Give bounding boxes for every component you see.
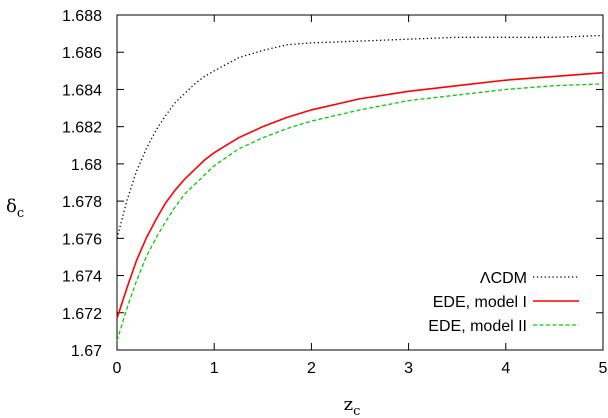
x-axis-label-sub: c bbox=[353, 404, 360, 418]
y-axis-label: δc bbox=[6, 196, 24, 221]
legend-label-lcdm: ΛCDM bbox=[480, 270, 527, 287]
y-tick-label: 1.676 bbox=[62, 231, 102, 248]
y-tick-label: 1.672 bbox=[62, 306, 102, 323]
x-tick-label: 4 bbox=[501, 360, 510, 377]
plot-area bbox=[116, 14, 604, 351]
x-tick-label: 2 bbox=[307, 360, 316, 377]
y-tick-label: 1.68 bbox=[71, 157, 102, 174]
y-tick-label: 1.684 bbox=[62, 82, 102, 99]
y-tick-label: 1.678 bbox=[62, 194, 102, 211]
y-axis-label-sub: c bbox=[17, 206, 24, 221]
y-tick-label: 1.688 bbox=[62, 8, 102, 25]
y-tick-label: 1.686 bbox=[62, 45, 102, 62]
x-tick-label: 1 bbox=[210, 360, 219, 377]
series-ede-model-1 bbox=[116, 71, 604, 319]
legend-label-ede-model-2: EDE, model II bbox=[428, 318, 527, 335]
series-ede-model-2 bbox=[116, 83, 604, 341]
legend: ΛCDM EDE, model I EDE, model II bbox=[428, 270, 579, 335]
y-axis-label-main: δ bbox=[6, 196, 17, 217]
y-tick-label: 1.674 bbox=[62, 269, 102, 286]
y-tick-label: 1.682 bbox=[62, 120, 102, 137]
series-layer bbox=[116, 34, 604, 341]
y-tick-label: 1.67 bbox=[71, 343, 102, 360]
x-axis-label: zc bbox=[344, 394, 361, 418]
x-tick-label: 5 bbox=[599, 360, 608, 377]
series-lcdm bbox=[116, 34, 604, 239]
x-tick-label: 0 bbox=[113, 360, 122, 377]
x-tick-label: 3 bbox=[404, 360, 413, 377]
legend-label-ede-model-1: EDE, model I bbox=[433, 294, 527, 311]
x-axis-label-main: z bbox=[344, 394, 353, 415]
axis-ticks: 0 1 2 3 4 5 1.67 1.672 1.674 1.676 1.678 1.68 1.682 1… bbox=[62, 8, 608, 377]
